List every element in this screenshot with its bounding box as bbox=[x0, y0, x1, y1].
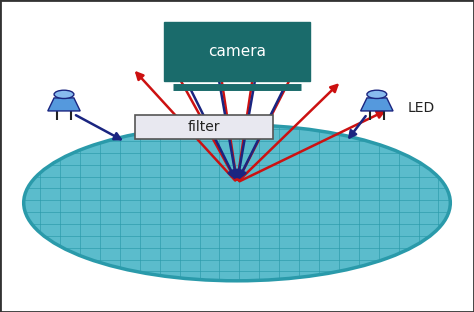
Ellipse shape bbox=[367, 90, 387, 99]
Ellipse shape bbox=[54, 90, 74, 99]
Text: LED: LED bbox=[408, 101, 435, 115]
Bar bbox=[164, 22, 310, 81]
Text: filter: filter bbox=[188, 120, 220, 134]
Polygon shape bbox=[48, 98, 80, 111]
Text: camera: camera bbox=[208, 44, 266, 59]
Polygon shape bbox=[361, 98, 393, 111]
Ellipse shape bbox=[24, 125, 450, 281]
Bar bbox=[135, 115, 273, 139]
